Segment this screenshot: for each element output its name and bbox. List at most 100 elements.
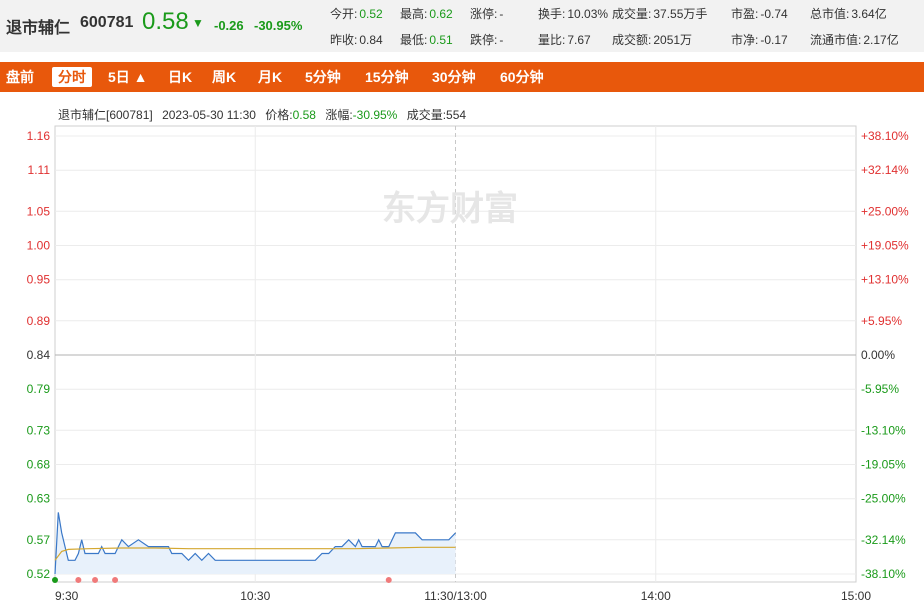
chart-period-tabs: 盘前 分时 5日 ▲ 日K 周K 月K 5分钟 15分钟 30分钟 60分钟 bbox=[0, 62, 924, 92]
tab-period[interactable]: 日K bbox=[168, 69, 193, 85]
quote-value: 0.51 bbox=[429, 33, 453, 47]
quote-label: 涨停: bbox=[470, 7, 498, 21]
pct-tick-label: -13.10% bbox=[861, 423, 906, 437]
quote-label: 市盈: bbox=[731, 7, 759, 21]
down-arrow-icon: ▼ bbox=[192, 16, 204, 30]
quote-field: 跌停: - bbox=[470, 31, 503, 48]
quote-field: 成交额: 2051万 bbox=[612, 31, 692, 48]
tab-period[interactable]: 60分钟 bbox=[500, 69, 544, 85]
quote-label: 最高: bbox=[400, 7, 428, 21]
pct-tick-label: +32.14% bbox=[861, 163, 909, 177]
quote-value: 0.62 bbox=[429, 7, 453, 21]
quote-value: -0.74 bbox=[760, 7, 788, 21]
y-tick-label: 0.84 bbox=[27, 348, 51, 362]
tab-period[interactable]: 30分钟 bbox=[432, 69, 476, 85]
tab-period[interactable]: 周K bbox=[212, 69, 237, 85]
quote-label: 最低: bbox=[400, 33, 428, 47]
pct-tick-label: +13.10% bbox=[861, 273, 909, 287]
pct-tick-label: -25.00% bbox=[861, 492, 906, 506]
y-tick-label: 0.79 bbox=[27, 382, 51, 396]
y-tick-label: 0.57 bbox=[27, 533, 51, 547]
info-amp: -30.95% bbox=[352, 108, 398, 122]
quote-field: 市盈: -0.74 bbox=[731, 5, 788, 22]
tab-period[interactable]: 5分钟 bbox=[305, 69, 341, 85]
trade-marker bbox=[75, 577, 82, 583]
info-stock: 退市辅仁[600781] bbox=[58, 108, 153, 122]
quote-label: 总市值: bbox=[810, 7, 850, 21]
quote-label: 市净: bbox=[731, 33, 759, 47]
trade-marker bbox=[112, 577, 119, 583]
quote-field: 成交量: 37.55万手 bbox=[612, 5, 707, 22]
quote-value: - bbox=[499, 7, 504, 21]
tab-period[interactable]: 15分钟 bbox=[365, 69, 409, 85]
x-tick-label: 11:30/13:00 bbox=[424, 589, 487, 603]
pct-tick-label: -32.14% bbox=[861, 533, 906, 547]
y-tick-label: 0.95 bbox=[27, 273, 51, 287]
y-tick-label: 0.73 bbox=[27, 423, 51, 437]
y-tick-label: 1.00 bbox=[27, 239, 51, 253]
quote-value: 0.84 bbox=[359, 33, 383, 47]
price-line bbox=[54, 512, 456, 575]
quote-value: - bbox=[499, 33, 504, 47]
quote-value: 2.17亿 bbox=[863, 33, 899, 47]
y-tick-label: 1.11 bbox=[28, 163, 51, 177]
quote-label: 换手: bbox=[538, 7, 566, 21]
quote-field: 量比: 7.67 bbox=[538, 31, 591, 48]
quote-value: -0.17 bbox=[760, 33, 788, 47]
tab-period[interactable]: 分时 bbox=[52, 67, 92, 87]
quote-value: 2051万 bbox=[653, 33, 693, 47]
info-price-label: 价格: bbox=[265, 108, 293, 122]
y-tick-label: 1.16 bbox=[27, 129, 51, 143]
quote-label: 流通市值: bbox=[810, 33, 862, 47]
y-tick-label: 0.63 bbox=[27, 492, 51, 506]
info-vol-label: 成交量: bbox=[406, 108, 447, 122]
y-tick-label: 0.89 bbox=[27, 314, 51, 328]
y-tick-label: 1.05 bbox=[27, 204, 51, 218]
quote-label: 量比: bbox=[538, 33, 566, 47]
y-tick-label: 0.68 bbox=[27, 458, 51, 472]
x-tick-label: 10:30 bbox=[240, 589, 270, 603]
stock-name: 退市辅仁 bbox=[6, 20, 71, 37]
quote-label: 跌停: bbox=[470, 33, 498, 47]
quote-value: 10.03% bbox=[567, 7, 609, 21]
quote-field: 昨收: 0.84 bbox=[330, 31, 383, 48]
price-change-percent: -30.95% bbox=[254, 18, 303, 33]
price-area bbox=[55, 512, 456, 574]
tab-period[interactable]: 5日 ▲ bbox=[108, 69, 148, 85]
quote-value: 3.64亿 bbox=[851, 7, 887, 21]
watermark: 东方财富 bbox=[382, 189, 518, 229]
current-price: 0.58 bbox=[142, 8, 189, 35]
pct-tick-label: +19.05% bbox=[861, 239, 909, 253]
y-tick-label: 0.52 bbox=[27, 567, 51, 581]
quote-header: 退市辅仁 600781 0.58 ▼ -0.26 -30.95% 今开: 0.52… bbox=[0, 0, 924, 52]
tab-period[interactable]: 盘前 bbox=[6, 69, 34, 85]
quote-field: 涨停: - bbox=[470, 5, 503, 22]
pct-tick-label: 0.00% bbox=[861, 348, 895, 362]
quote-field: 今开: 0.52 bbox=[330, 5, 383, 22]
x-tick-label: 9:30 bbox=[55, 589, 79, 603]
quote-value: 7.67 bbox=[567, 33, 591, 47]
quote-field: 总市值: 3.64亿 bbox=[810, 5, 887, 22]
trade-marker bbox=[52, 577, 58, 583]
tab-period[interactable]: 月K bbox=[258, 69, 283, 85]
quote-label: 昨收: bbox=[330, 33, 358, 47]
quote-label: 成交额: bbox=[612, 33, 652, 47]
quote-field: 市净: -0.17 bbox=[731, 31, 788, 48]
info-vol: 554 bbox=[446, 108, 467, 122]
info-datetime: 2023-05-30 11:30 bbox=[162, 108, 256, 122]
pct-tick-label: +38.10% bbox=[861, 129, 909, 143]
x-tick-label: 15:00 bbox=[841, 589, 871, 603]
x-tick-label: 14:00 bbox=[641, 589, 671, 603]
info-amp-label: 涨幅: bbox=[325, 108, 353, 122]
trade-marker bbox=[92, 577, 99, 583]
chart-info-bar: 退市辅仁[600781] 2023-05-30 11:30 价格:0.58 涨幅… bbox=[58, 106, 466, 123]
trade-marker bbox=[385, 577, 392, 583]
quote-field: 换手: 10.03% bbox=[538, 5, 608, 22]
pct-tick-label: -19.05% bbox=[861, 458, 906, 472]
stock-code: 600781 bbox=[80, 14, 134, 31]
avg-price-line bbox=[54, 546, 456, 561]
quote-label: 成交量: bbox=[612, 7, 652, 21]
quote-value: 37.55万手 bbox=[653, 7, 708, 21]
info-price: 0.58 bbox=[292, 108, 316, 122]
